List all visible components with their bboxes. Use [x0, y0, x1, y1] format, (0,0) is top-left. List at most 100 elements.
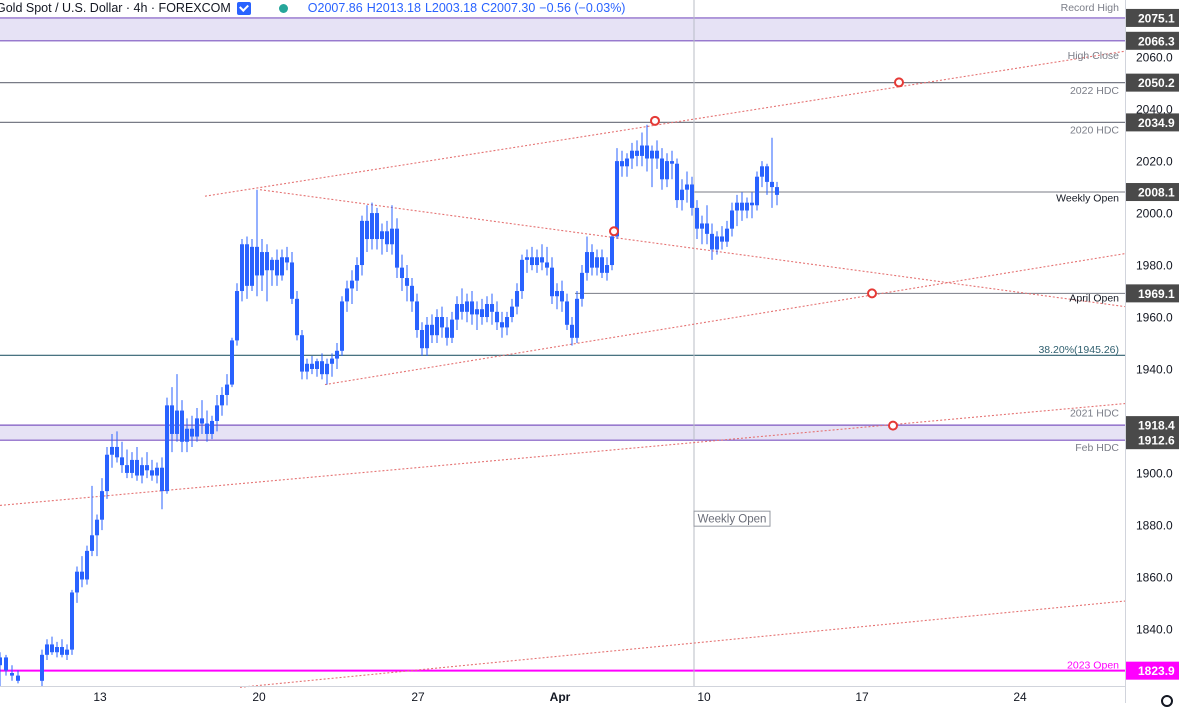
candle-body: [245, 244, 249, 286]
candle-79: [415, 293, 419, 338]
candle-7: [55, 641, 59, 658]
candle-76: [400, 254, 404, 292]
candle-body: [640, 145, 644, 156]
zone-top-tag-1: 1918.4: [1138, 419, 1175, 433]
level-tag-1-bg: [1126, 73, 1179, 92]
candle-112: [580, 265, 584, 307]
candle-body: [16, 675, 20, 681]
level-label-0: High Close: [1068, 50, 1120, 62]
zone-label-0: Record High: [1061, 2, 1120, 14]
zone-bottom-tag-0-bg: [1126, 31, 1179, 50]
symbol-title[interactable]: Gold Spot / U.S. Dollar · 4h · FOREXCOM: [0, 1, 231, 15]
candle-73: [385, 220, 389, 253]
candle-35: [195, 407, 199, 442]
candle-body: [420, 330, 424, 349]
zone-bottom-tag-1: 1912.6: [1138, 434, 1175, 448]
candle-52: [280, 249, 284, 281]
candle-body: [485, 304, 489, 318]
candle-150: [770, 137, 774, 208]
candle-body: [475, 309, 479, 315]
candle-78: [410, 278, 414, 312]
candle-28: [160, 457, 164, 510]
candle-body: [490, 304, 494, 312]
candle-body: [715, 236, 719, 250]
zone-top-tag-1-bg: [1126, 416, 1179, 435]
candle-body: [415, 301, 419, 331]
candle-body: [670, 161, 674, 164]
y-tick-label-0: 2060.0: [1136, 51, 1173, 65]
candle-body: [430, 324, 434, 336]
candle-128: [660, 148, 664, 190]
candle-body: [355, 265, 359, 281]
candle-body: [10, 673, 14, 676]
candle-body: [70, 592, 74, 650]
candle-146: [750, 192, 754, 219]
candle-86: [450, 311, 454, 343]
candle-body: [120, 457, 124, 466]
chart-settings-gear-icon[interactable]: [1161, 695, 1173, 707]
candle-body: [400, 267, 404, 279]
candle-body: [620, 161, 624, 167]
candle-body: [585, 252, 589, 273]
candle-69: [365, 205, 369, 253]
candle-body: [225, 384, 229, 395]
candle-body: [210, 420, 214, 434]
candle-body: [305, 363, 309, 372]
zone-bottom-tag-1-bg: [1126, 431, 1179, 450]
level-label-1: 2022 HDC: [1070, 85, 1119, 97]
candle-13: [85, 545, 89, 585]
candle-27: [155, 462, 159, 484]
y-tick-label-4: 1980.0: [1136, 259, 1173, 273]
candle-body: [605, 265, 609, 273]
markers-layer: [609, 77, 904, 431]
candle-96: [500, 311, 504, 338]
candle-77: [405, 265, 409, 302]
candle-body: [215, 405, 219, 421]
candle-body: [740, 202, 744, 211]
ohlc-low: L2003.18: [424, 1, 478, 15]
candle-body: [540, 257, 544, 263]
candle-body: [555, 291, 559, 297]
trendline-4: [239, 600, 1126, 688]
x-tick-label-5: 17: [855, 690, 869, 703]
candle-94: [490, 293, 494, 325]
candle-body: [65, 649, 69, 655]
candle-93: [485, 296, 489, 323]
level-label-3: Weekly Open: [1056, 193, 1119, 205]
y-tick-label-3: 2000.0: [1136, 207, 1173, 221]
zone-top-tag-0-bg: [1126, 8, 1179, 27]
candle-138: [710, 223, 714, 260]
ohlc-open: O2007.86: [307, 1, 363, 15]
candle-body: [410, 285, 414, 302]
level-tag-3: 2008.1: [1138, 186, 1175, 200]
candle-17: [105, 446, 109, 499]
candle-body: [335, 350, 339, 359]
candle-47: [255, 189, 259, 297]
candle-65: [345, 280, 349, 312]
candle-80: [420, 322, 424, 356]
zones-layer: [0, 17, 1125, 441]
candle-body: [725, 228, 729, 242]
symbol-header: Gold Spot / U.S. Dollar · 4h · FOREXCOM …: [0, 0, 690, 16]
x-tick-label-6: 24: [1013, 690, 1027, 703]
candle-body: [230, 340, 234, 385]
candle-body: [360, 220, 364, 266]
open-2023-label: 2023 Open: [1067, 660, 1119, 672]
candle-body: [700, 223, 704, 229]
candle-141: [725, 220, 729, 247]
candle-102: [530, 246, 534, 271]
candle-1: [4, 654, 8, 676]
candle-body: [260, 252, 264, 276]
candle-42: [230, 337, 234, 388]
candle-38: [210, 415, 214, 440]
x-axis-layer: 13 20 27 Apr 10 17 24: [0, 686, 1125, 703]
candle-72: [380, 223, 384, 255]
candle-body: [60, 647, 64, 655]
candle-105: [545, 246, 549, 276]
checkmark-flag-icon[interactable]: [236, 1, 251, 15]
level-tag-2-bg: [1126, 113, 1179, 132]
candle-30: [170, 387, 174, 453]
candle-101: [525, 249, 529, 273]
candle-126: [650, 145, 654, 188]
candle-body: [635, 150, 639, 156]
